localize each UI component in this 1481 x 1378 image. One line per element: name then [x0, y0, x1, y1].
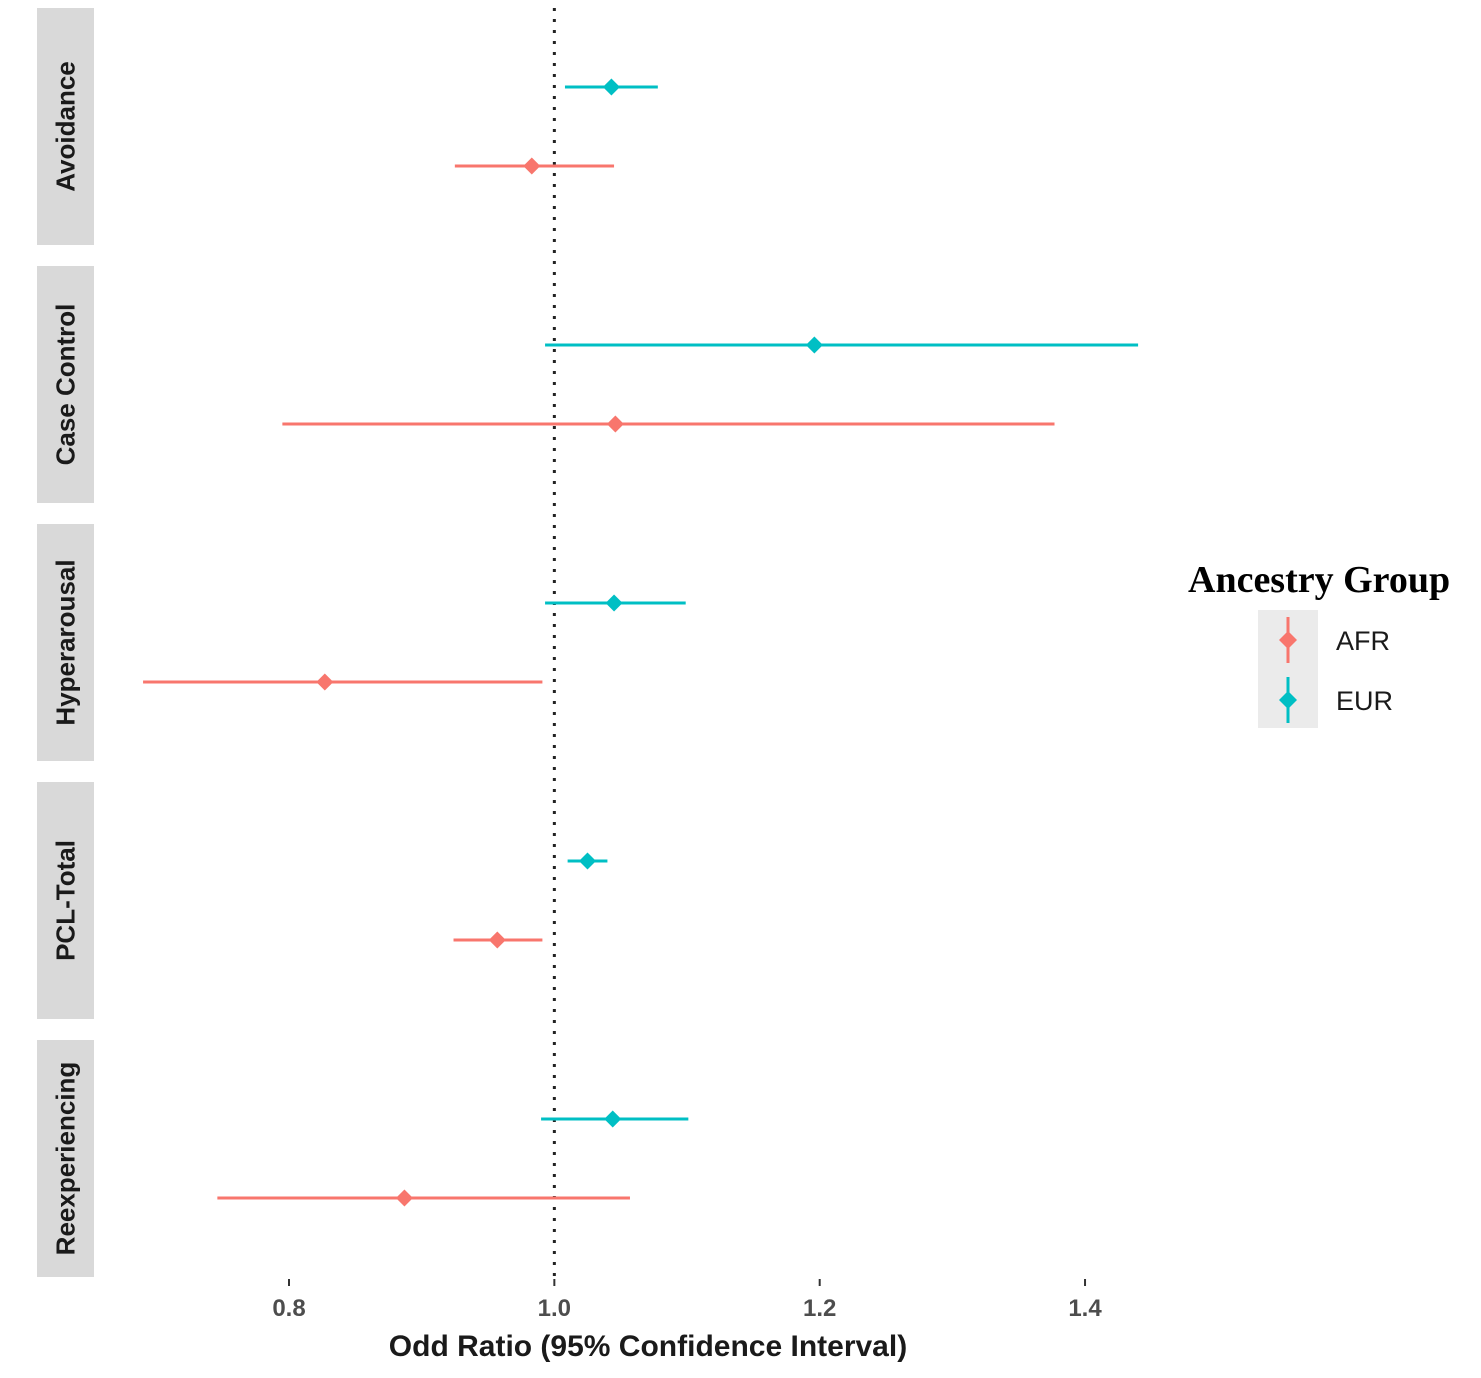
x-tick-label-2: 1.2	[803, 1295, 836, 1322]
strip-reexperiencing	[37, 1040, 94, 1277]
legend-label-eur: EUR	[1336, 686, 1393, 716]
point-pcl-total-afr	[488, 931, 506, 949]
legend-key-marker-eur	[1279, 691, 1297, 709]
legend: Ancestry Group AFR EUR	[1188, 559, 1450, 728]
point-case-control-afr	[606, 415, 624, 433]
strip-label-reexperiencing: Reexperiencing	[51, 1062, 81, 1256]
strip-avoidance	[37, 8, 94, 245]
point-hyperarousal-eur	[605, 594, 623, 612]
point-avoidance-afr	[523, 157, 541, 175]
point-case-control-eur	[805, 336, 823, 354]
x-axis-label: Odd Ratio (95% Confidence Interval)	[389, 1330, 907, 1363]
legend-title: Ancestry Group	[1188, 559, 1450, 601]
x-tick-label-3: 1.4	[1068, 1295, 1102, 1322]
point-avoidance-eur	[602, 78, 620, 96]
x-tick-label-0: 0.8	[272, 1295, 305, 1322]
strip-hyperarousal	[37, 524, 94, 761]
strip-case-control	[37, 266, 94, 503]
strip-label-avoidance: Avoidance	[51, 61, 81, 192]
point-reexperiencing-afr	[395, 1189, 413, 1207]
strip-pcl-total	[37, 782, 94, 1019]
legend-key-marker-afr	[1279, 631, 1297, 649]
strip-label-pcl-total: PCL-Total	[51, 840, 81, 961]
point-hyperarousal-afr	[316, 673, 334, 691]
point-reexperiencing-eur	[604, 1110, 622, 1128]
strip-label-hyperarousal: Hyperarousal	[51, 559, 81, 725]
point-pcl-total-eur	[579, 852, 597, 870]
x-tick-label-1: 1.0	[538, 1295, 571, 1322]
legend-label-afr: AFR	[1336, 626, 1390, 656]
legend-keys: AFR EUR	[1279, 617, 1393, 723]
panels-group: Avoidance Case Control Hyperarousal PCL-Tot…	[37, 8, 94, 1277]
strip-label-case-control: Case Control	[51, 304, 81, 466]
marks-group	[143, 78, 1139, 1207]
x-axis: 0.8 1.0 1.2 1.4	[272, 1279, 1102, 1322]
